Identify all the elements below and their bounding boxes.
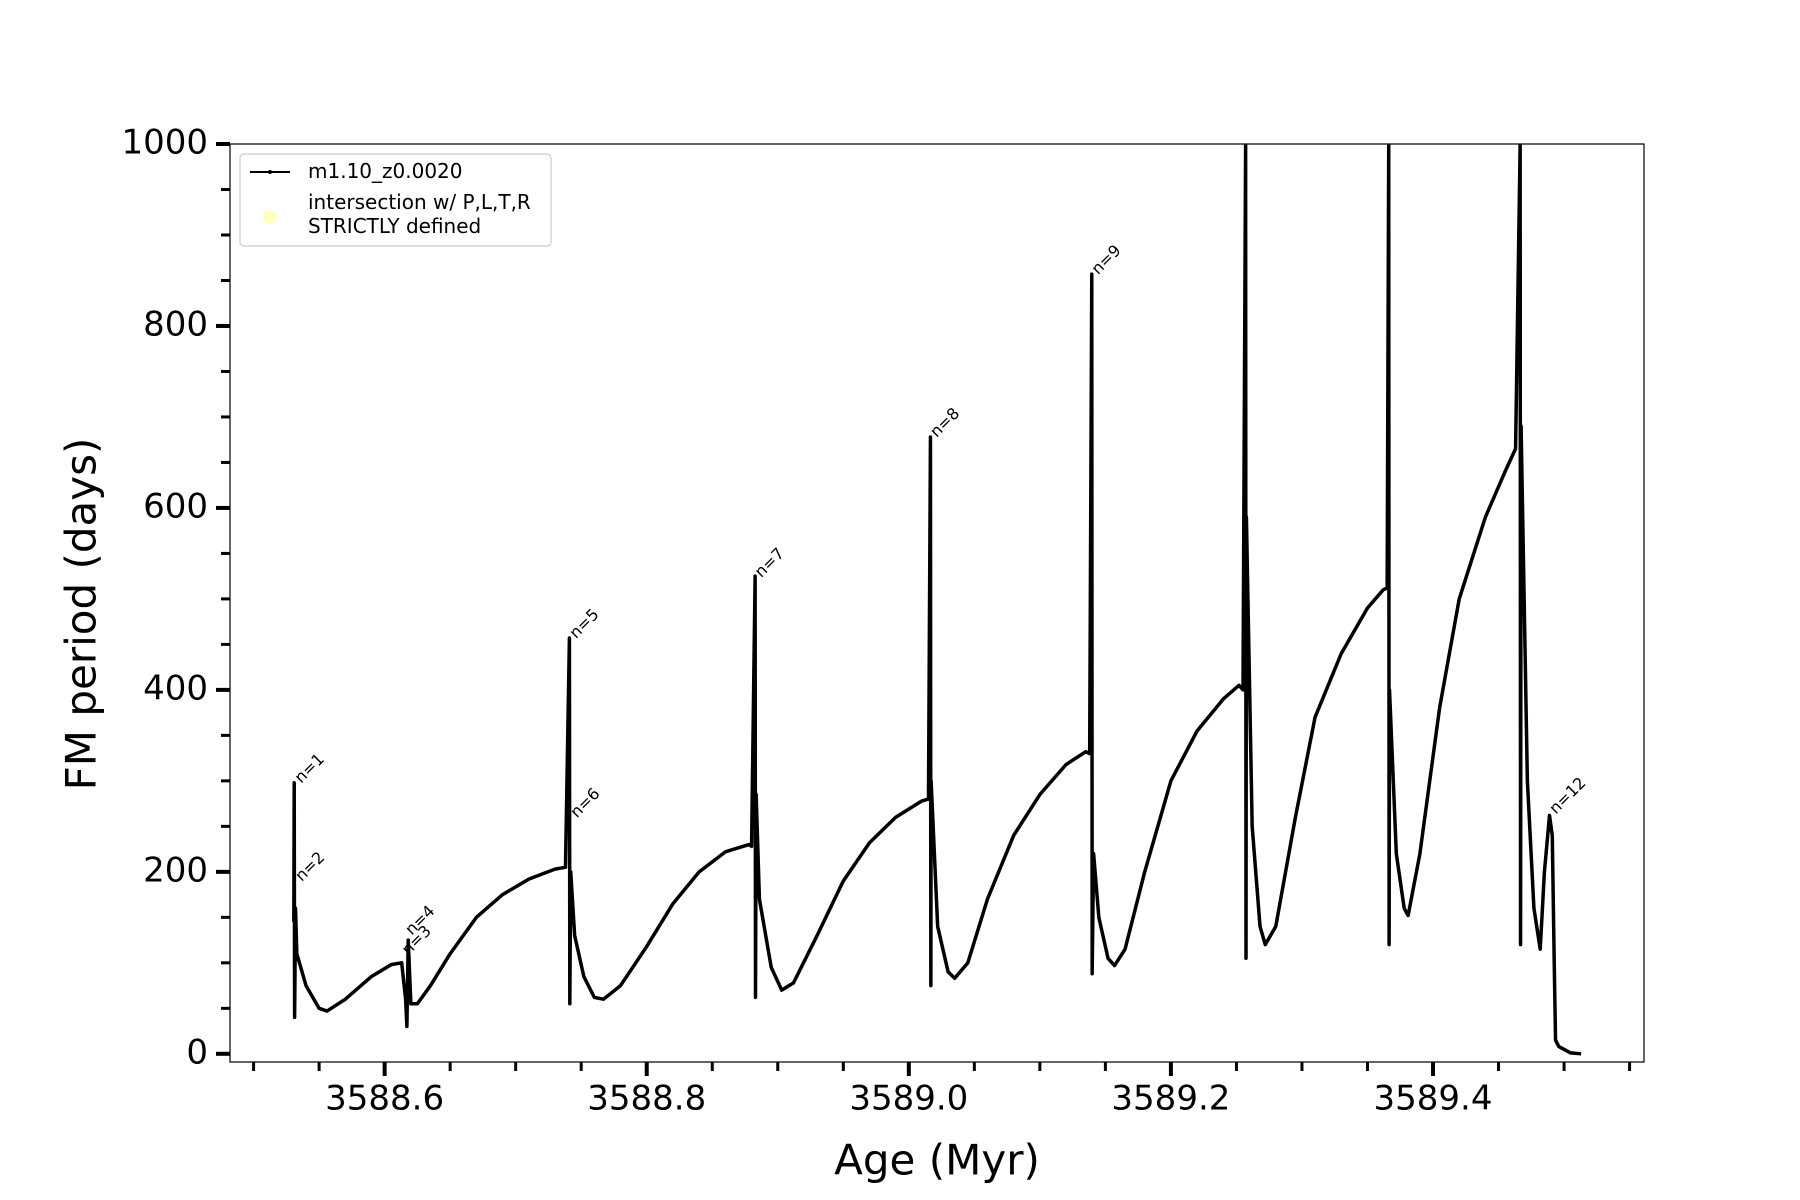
y-tick-label: 400 <box>143 668 208 708</box>
x-tick-label: 3589.4 <box>1374 1079 1493 1119</box>
legend-marker <box>268 170 272 174</box>
y-tick-label: 800 <box>143 304 208 344</box>
plot-frame <box>229 143 1645 1063</box>
x-tick-label: 3589.2 <box>1111 1079 1230 1119</box>
y-tick-label: 200 <box>143 850 208 890</box>
legend-box <box>239 153 552 247</box>
x-tick-label: 3588.8 <box>587 1079 706 1119</box>
y-tick-label: 0 <box>186 1032 208 1072</box>
legend-label: intersection w/ P,L,T,R STRICTLY defined <box>308 190 531 238</box>
series-line <box>292 144 1582 1056</box>
x-tick-label: 3589.0 <box>849 1079 968 1119</box>
y-tick-label: 600 <box>143 486 208 526</box>
x-tick-label: 3588.6 <box>325 1079 444 1119</box>
x-axis-label: Age (Myr) <box>834 1136 1040 1185</box>
y-axis-label: FM period (days) <box>57 438 106 791</box>
y-tick-label: 1000 <box>121 123 208 163</box>
legend-marker <box>263 210 277 224</box>
legend-label: m1.10_z0.0020 <box>308 159 463 183</box>
